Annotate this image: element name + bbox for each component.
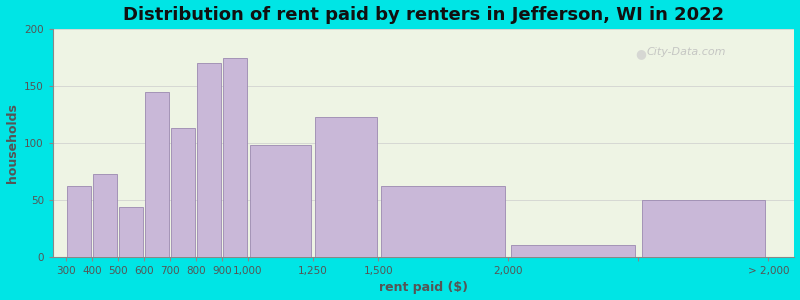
Title: Distribution of rent paid by renters in Jefferson, WI in 2022: Distribution of rent paid by renters in … (123, 6, 724, 24)
Bar (118, 207, 143, 257)
Bar (145, 92, 170, 257)
Bar (250, 145, 311, 257)
Bar (314, 117, 377, 257)
Y-axis label: households: households (6, 103, 18, 183)
Bar (222, 58, 247, 257)
Bar (382, 186, 505, 257)
Bar (642, 200, 765, 257)
Bar (170, 128, 195, 257)
Text: ●: ● (635, 47, 646, 61)
Bar (511, 245, 635, 257)
Bar (93, 174, 118, 257)
Text: City-Data.com: City-Data.com (646, 47, 726, 58)
X-axis label: rent paid ($): rent paid ($) (379, 281, 468, 294)
Bar (197, 63, 222, 257)
Bar (66, 186, 91, 257)
